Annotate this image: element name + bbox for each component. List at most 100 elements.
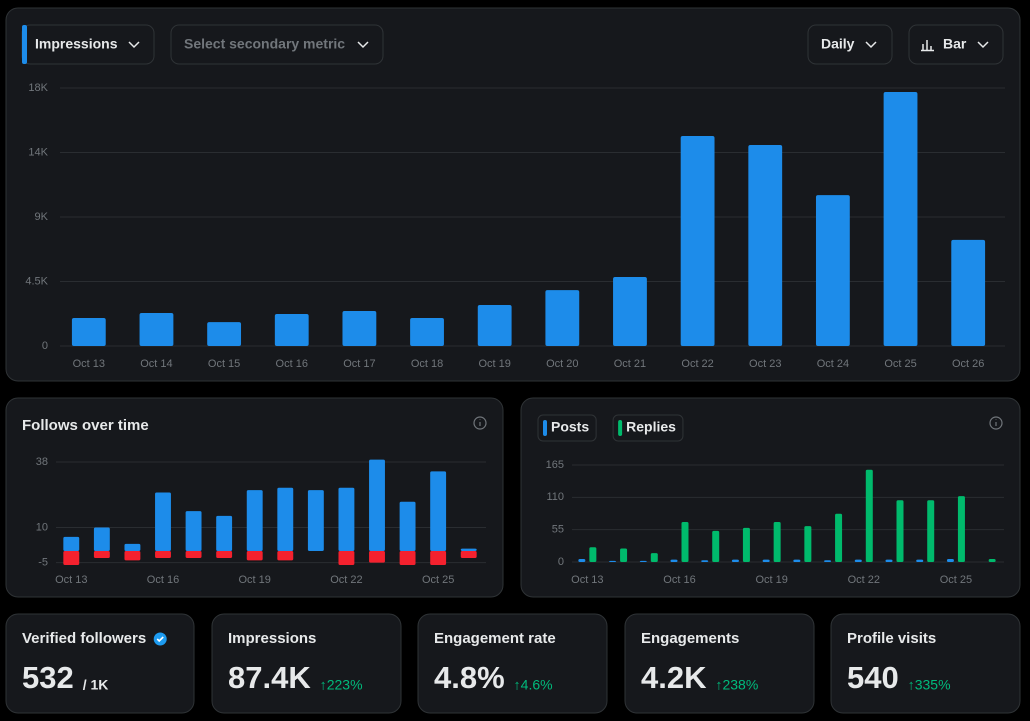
bar bbox=[712, 530, 720, 562]
y-tick-label: 38 bbox=[36, 456, 48, 468]
primary-metric-button[interactable]: Impressions bbox=[21, 24, 155, 65]
x-tick-label: Oct 19 bbox=[478, 358, 510, 370]
bar bbox=[620, 548, 628, 562]
bar bbox=[477, 305, 512, 346]
bar bbox=[410, 318, 444, 346]
bar-segment bbox=[93, 550, 110, 558]
button-label: Impressions bbox=[35, 36, 118, 52]
legend-item[interactable]: Posts bbox=[537, 414, 597, 442]
stat-card-bg bbox=[211, 613, 402, 714]
y-tick-label: 10 bbox=[36, 521, 48, 533]
bar bbox=[639, 560, 647, 562]
bar bbox=[804, 526, 812, 562]
x-tick-label: Oct 22 bbox=[681, 358, 713, 370]
x-tick-label: Oct 16 bbox=[663, 574, 695, 586]
bar bbox=[951, 239, 986, 346]
y-tick-label: 165 bbox=[546, 459, 564, 471]
stat-change: ↑223% bbox=[320, 677, 363, 693]
stat-change: ↑4.6% bbox=[514, 677, 553, 693]
bar bbox=[883, 92, 918, 346]
bar bbox=[71, 318, 106, 346]
verified-check bbox=[156, 636, 164, 643]
x-tick-label: Oct 19 bbox=[755, 574, 787, 586]
interval-button[interactable]: Daily bbox=[807, 24, 893, 65]
bar-segment bbox=[93, 527, 110, 551]
bar bbox=[946, 559, 954, 562]
stat-value: 4.8% bbox=[434, 660, 505, 695]
bar bbox=[207, 322, 242, 346]
bar bbox=[731, 559, 739, 562]
bar bbox=[824, 560, 832, 562]
x-tick-label: Oct 19 bbox=[239, 574, 271, 586]
chevron bbox=[865, 41, 877, 49]
bar-segment bbox=[277, 550, 294, 561]
bar bbox=[916, 559, 924, 562]
x-tick-label: Oct 23 bbox=[749, 358, 781, 370]
bar bbox=[670, 559, 678, 562]
bar-segment bbox=[124, 550, 141, 561]
bar bbox=[748, 145, 783, 346]
legend-label: Replies bbox=[626, 419, 676, 435]
x-tick-label: Oct 13 bbox=[73, 358, 105, 370]
x-tick-label: Oct 14 bbox=[140, 358, 172, 370]
button-bg bbox=[908, 24, 1004, 65]
bar bbox=[865, 469, 873, 562]
bar-segment bbox=[338, 487, 355, 551]
legend-box bbox=[612, 414, 684, 442]
stat-card: Impressions 87.4K ↑223% bbox=[211, 613, 402, 714]
x-tick-label: Oct 20 bbox=[546, 358, 578, 370]
chevron bbox=[128, 41, 140, 49]
stat-value: 4.2K bbox=[641, 660, 707, 695]
x-tick-label: Oct 26 bbox=[952, 358, 984, 370]
legend-swatch bbox=[618, 420, 623, 436]
bar-segment bbox=[246, 550, 263, 561]
bar bbox=[835, 513, 843, 562]
chart-type-button[interactable]: Bar bbox=[908, 24, 1004, 65]
x-tick-label: Oct 15 bbox=[208, 358, 240, 370]
y-tick-label: 0 bbox=[558, 556, 564, 568]
bar-segment bbox=[216, 550, 233, 558]
x-tick-label: Oct 13 bbox=[55, 574, 87, 586]
y-tick-label: 55 bbox=[552, 524, 564, 536]
accent bbox=[22, 25, 27, 64]
bar bbox=[793, 559, 801, 562]
chevron bbox=[357, 41, 369, 49]
bar-segment bbox=[430, 550, 447, 565]
bar-segment bbox=[307, 490, 324, 551]
bar-segment bbox=[155, 492, 171, 551]
stat-change: ↑238% bbox=[715, 677, 758, 693]
bar bbox=[742, 527, 750, 562]
stat-card: Verified followers 532 / 1K bbox=[5, 613, 195, 714]
secondary-metric-button[interactable]: Select secondary metric bbox=[170, 24, 384, 65]
bar bbox=[342, 311, 377, 346]
x-tick-label: Oct 24 bbox=[817, 358, 849, 370]
y-tick-label: 18K bbox=[28, 82, 48, 94]
bar-segment bbox=[216, 515, 233, 551]
bar-segment bbox=[460, 550, 477, 558]
x-tick-label: Oct 16 bbox=[276, 358, 308, 370]
info-icon[interactable] bbox=[989, 416, 1003, 430]
bar bbox=[896, 500, 904, 562]
bar bbox=[139, 313, 174, 346]
chart-title: Follows over time bbox=[22, 417, 149, 434]
stat-label: Engagement rate bbox=[434, 630, 556, 647]
bar bbox=[854, 559, 862, 562]
info-icon[interactable] bbox=[473, 416, 487, 430]
x-tick-label: Oct 21 bbox=[614, 358, 646, 370]
stat-card-bg bbox=[5, 613, 195, 714]
bar-segment bbox=[430, 471, 447, 551]
y-tick-label: 9K bbox=[35, 211, 49, 223]
legend-item[interactable]: Replies bbox=[612, 414, 684, 442]
button-bg bbox=[170, 24, 384, 65]
x-tick-label: Oct 16 bbox=[147, 574, 179, 586]
bar bbox=[589, 547, 597, 562]
x-tick-label: Oct 22 bbox=[848, 574, 880, 586]
y-tick-label: 14K bbox=[28, 146, 48, 158]
bar-segment bbox=[246, 490, 263, 551]
stat-change: ↑335% bbox=[908, 677, 951, 693]
bar bbox=[762, 559, 770, 562]
stat-card-bg bbox=[624, 613, 815, 714]
bar bbox=[613, 277, 647, 346]
bar-segment bbox=[124, 543, 141, 551]
